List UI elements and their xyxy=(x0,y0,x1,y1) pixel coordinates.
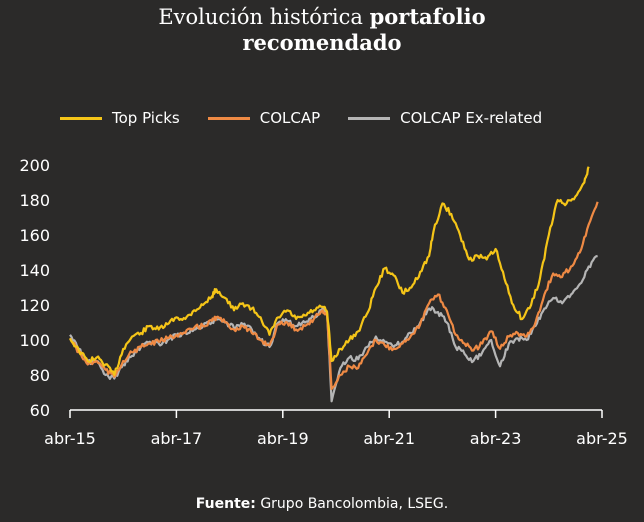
legend-label-colcap: COLCAP xyxy=(259,109,321,127)
series-line-colcap xyxy=(69,201,599,391)
y-tick-label: 160 xyxy=(19,226,50,245)
x-tick-label: abr-23 xyxy=(470,429,522,448)
x-tick-label: abr-25 xyxy=(576,429,628,448)
legend-item-colcap-ex: COLCAP Ex-related xyxy=(348,109,542,127)
chart-title: Evolución histórica portafolio recomenda… xyxy=(0,4,644,56)
series-line-top-picks xyxy=(69,166,590,377)
x-tick-label: abr-19 xyxy=(257,429,309,448)
x-axis: abr-15 abr-17 abr-19 abr-21 abr-23 abr-25 xyxy=(44,409,628,448)
legend-label-colcap-ex: COLCAP Ex-related xyxy=(400,109,543,127)
y-tick-label: 60 xyxy=(30,401,50,420)
y-tick-label: 120 xyxy=(19,296,50,315)
y-tick-label: 200 xyxy=(19,156,50,175)
chart-title-line2: recomendado xyxy=(242,30,402,55)
series-line-colcap-ex xyxy=(69,254,598,403)
source-note: Fuente: Grupo Bancolombia, LSEG. xyxy=(0,496,644,512)
y-axis: 60 80 100 120 140 160 180 200 xyxy=(19,156,50,420)
legend: Top Picks COLCAP COLCAP Ex-related xyxy=(60,106,570,130)
legend-swatch-top-picks xyxy=(60,116,102,120)
source-text: Grupo Bancolombia, LSEG. xyxy=(255,496,449,512)
y-tick-label: 100 xyxy=(19,331,50,350)
source-label: Fuente: xyxy=(195,496,256,512)
chart-title-light: Evolución histórica xyxy=(158,5,370,29)
x-tick-label: abr-17 xyxy=(151,429,203,448)
y-tick-label: 180 xyxy=(19,191,50,210)
y-tick-label: 80 xyxy=(30,366,50,385)
legend-swatch-colcap-ex xyxy=(348,116,391,120)
x-tick-label: abr-15 xyxy=(44,429,96,448)
y-tick-label: 140 xyxy=(19,261,50,280)
chart-title-bold: portafolio xyxy=(369,4,486,29)
legend-item-colcap: COLCAP xyxy=(207,109,321,127)
legend-item-top-picks: Top Picks xyxy=(60,109,180,127)
legend-label-top-picks: Top Picks xyxy=(112,109,180,127)
series-layer xyxy=(69,166,599,403)
x-tick-label: abr-21 xyxy=(363,429,415,448)
legend-swatch-colcap xyxy=(207,116,250,120)
